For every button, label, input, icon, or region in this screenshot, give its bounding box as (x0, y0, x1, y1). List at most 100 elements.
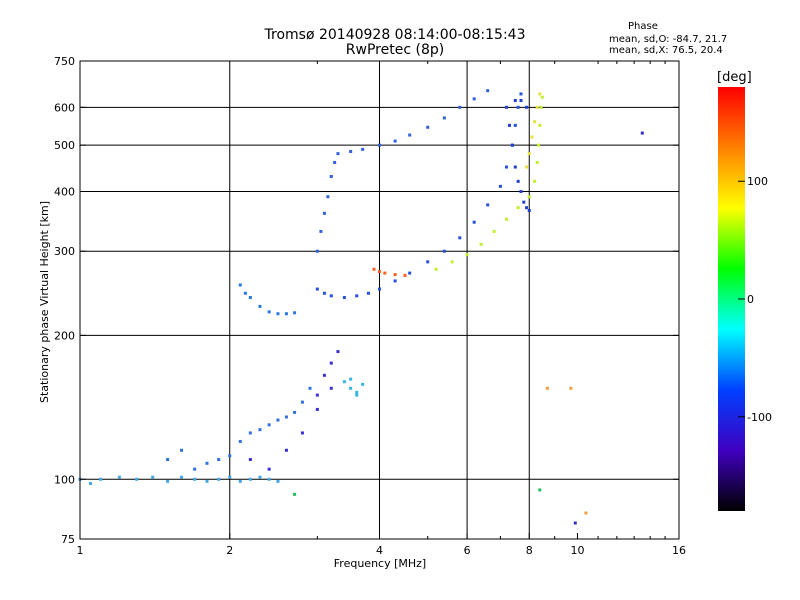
data-point (361, 382, 365, 386)
data-series (238, 283, 297, 316)
data-point (472, 220, 476, 224)
data-point (442, 116, 446, 120)
data-point (516, 105, 520, 109)
data-point (504, 165, 508, 169)
data-point (205, 479, 209, 483)
data-point (540, 95, 544, 99)
data-point (458, 236, 462, 240)
data-point (393, 139, 397, 143)
data-point (442, 249, 446, 253)
data-point (248, 457, 252, 461)
data-point (217, 477, 221, 481)
data-point (640, 131, 644, 135)
data-point (504, 217, 508, 221)
data-point (258, 304, 262, 308)
data-point (315, 393, 319, 397)
data-point (135, 477, 139, 481)
data-point (535, 160, 539, 164)
x-tick-label: 16 (672, 544, 686, 557)
data-series (78, 475, 280, 485)
data-point (408, 133, 412, 137)
data-point (248, 431, 252, 435)
data-point (516, 206, 520, 210)
data-point (383, 271, 387, 275)
data-point (527, 195, 531, 199)
x-tick-label: 4 (376, 544, 383, 557)
data-point (393, 279, 397, 283)
data-point (228, 475, 232, 479)
data-point (372, 267, 376, 271)
data-point (322, 211, 326, 215)
data-point (267, 310, 271, 314)
data-point (293, 492, 297, 496)
data-point (513, 165, 517, 169)
data-point (258, 475, 262, 479)
data-point (378, 143, 381, 147)
colorbar-tick-label: -100 (747, 411, 772, 424)
data-point (349, 149, 353, 153)
data-series (342, 377, 365, 397)
data-point (525, 105, 529, 109)
data-point (238, 479, 242, 483)
phase-heading: Phase (628, 21, 658, 32)
data-point (538, 92, 542, 96)
y-tick-label: 600 (54, 101, 75, 114)
data-point (315, 249, 319, 253)
data-point (533, 120, 537, 124)
data-point (180, 475, 184, 479)
data-series (545, 386, 588, 515)
y-axis-ticks: 75 100 200 300 400 500 600 750 (54, 55, 679, 546)
data-point (510, 143, 514, 147)
data-point (89, 481, 93, 485)
data-point (248, 296, 252, 300)
data-point (366, 291, 370, 295)
data-point (315, 407, 319, 411)
y-axis-label: Stationary phase Virtual Height [km] (38, 201, 51, 403)
data-series (315, 92, 523, 300)
data-point (180, 448, 184, 452)
data-point (519, 99, 523, 103)
data-point (479, 242, 483, 246)
data-point (336, 152, 340, 156)
data-point (217, 457, 221, 461)
data-point (355, 294, 359, 298)
data-point (349, 377, 353, 381)
data-point (349, 386, 353, 390)
data-point (267, 477, 271, 481)
data-point (492, 229, 496, 233)
data-point (243, 291, 247, 295)
data-point (486, 89, 490, 93)
data-point (267, 467, 271, 471)
data-point (276, 479, 280, 483)
data-point (193, 477, 197, 481)
data-point (355, 393, 359, 397)
data-point (333, 160, 337, 164)
data-point (450, 260, 454, 264)
data-point (322, 373, 326, 377)
x-tick-label: 2 (226, 544, 233, 557)
data-point (193, 467, 197, 471)
data-point (522, 200, 526, 204)
data-point (166, 479, 170, 483)
data-point (472, 97, 476, 101)
data-layer (78, 89, 644, 525)
data-point (465, 253, 469, 257)
phase-x-stats: mean, sd,X: 76.5, 20.4 (609, 45, 723, 56)
data-series (504, 99, 531, 213)
data-point (504, 105, 508, 109)
data-point (426, 125, 430, 129)
data-point (276, 312, 280, 316)
data-point (538, 123, 542, 127)
data-series (525, 92, 542, 169)
data-point (569, 386, 573, 390)
data-point (498, 184, 502, 188)
data-point (545, 386, 549, 390)
data-series (573, 131, 644, 525)
data-point (151, 475, 155, 479)
data-point (258, 428, 262, 432)
data-point (519, 189, 523, 193)
data-series (315, 89, 490, 253)
x-axis-label: Frequency [MHz] (334, 557, 426, 570)
data-point (434, 267, 438, 271)
